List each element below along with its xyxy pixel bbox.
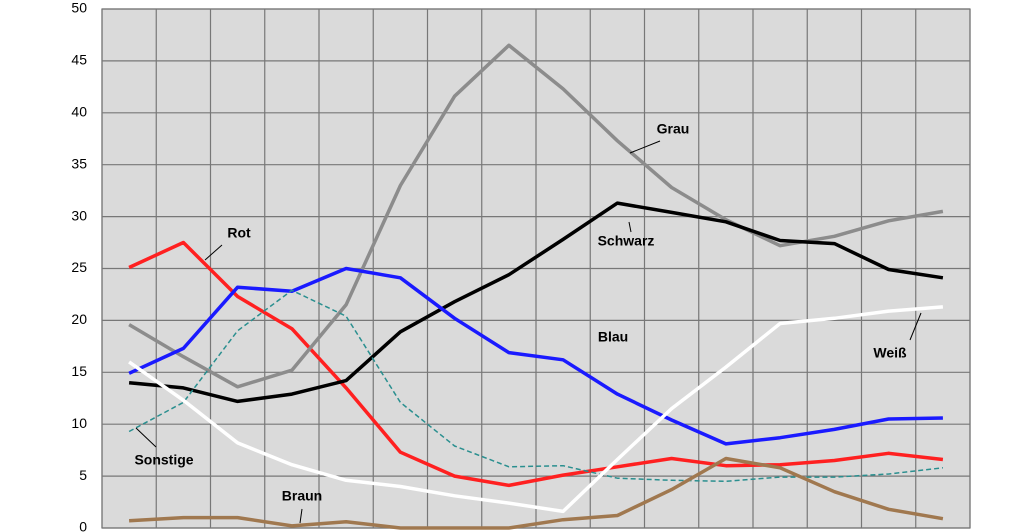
y-tick-label: 10 — [71, 415, 87, 431]
y-tick-label: 40 — [71, 104, 87, 120]
series-label: Braun — [282, 488, 322, 504]
label-leader — [909, 312, 922, 341]
y-tick-label: 0 — [79, 519, 87, 532]
series-label: Rot — [227, 225, 251, 241]
label-leader — [299, 508, 303, 524]
y-tick-label: 25 — [71, 259, 87, 275]
series-line — [128, 305, 944, 514]
y-tick-label: 30 — [71, 207, 87, 223]
series-label: Grau — [657, 121, 690, 137]
y-tick-label: 35 — [71, 155, 87, 171]
plot-border — [101, 8, 971, 529]
series-line — [129, 456, 944, 530]
label-leader — [204, 244, 223, 261]
series-line — [128, 289, 943, 483]
series-line — [128, 201, 944, 404]
series-label: Schwarz — [598, 233, 655, 249]
label-leader — [628, 221, 632, 233]
y-tick-label: 15 — [71, 363, 87, 379]
series-line — [128, 240, 944, 488]
series-label: Sonstige — [134, 452, 193, 468]
y-tick-label: 45 — [71, 52, 87, 68]
y-tick-label: 50 — [71, 0, 87, 16]
label-leader — [629, 140, 661, 154]
series-label: Weiß — [873, 345, 907, 361]
series-line — [128, 266, 943, 446]
y-tick-label: 20 — [71, 311, 87, 327]
y-tick-label: 5 — [79, 467, 87, 483]
series-label: Blau — [598, 329, 628, 345]
label-leader — [135, 427, 157, 448]
